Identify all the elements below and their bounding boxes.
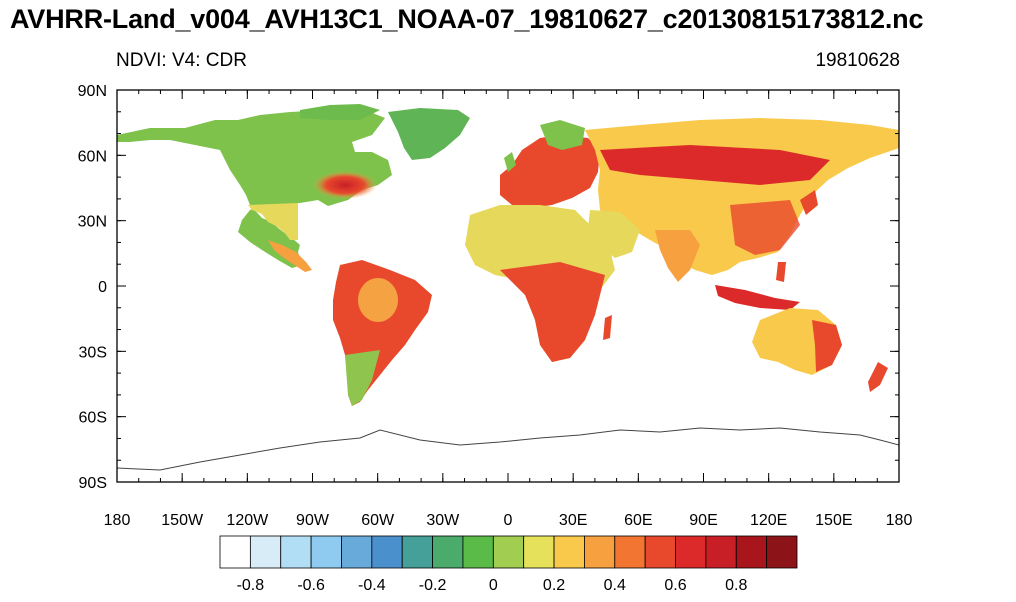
colorbar-box: [584, 535, 616, 569]
lat-label: 60N: [78, 148, 107, 165]
lat-label: 30S: [79, 344, 107, 361]
colorbar-box: [401, 535, 433, 569]
south-america-south-land: [345, 350, 380, 406]
colorbar-box: [675, 535, 707, 569]
lon-label: 120W: [226, 512, 269, 529]
file-title: AVHRR-Land_v004_AVH13C1_NOAA-07_19810627…: [10, 4, 924, 34]
arctic-islands-land: [300, 104, 380, 120]
colorbar-box: [644, 535, 676, 569]
colorbar-box: [705, 535, 737, 569]
scandinavia-land: [540, 120, 585, 150]
colorbar-box: [371, 535, 403, 569]
land-ndvi-layer: [117, 104, 899, 471]
siberia-band: [600, 145, 830, 185]
colorbar-box: [492, 535, 525, 569]
lon-label: 0: [504, 512, 513, 529]
lon-label: 30W: [426, 512, 460, 529]
colorbar-label: 0: [489, 577, 498, 594]
mexico-land: [248, 203, 298, 240]
colorbar-box: [432, 535, 464, 569]
colorbar-box: [249, 535, 282, 569]
east-asia-land: [730, 200, 800, 255]
lon-label: 150E: [815, 512, 852, 529]
india-land: [655, 230, 700, 282]
north-america-land: [117, 108, 392, 268]
uk-land: [504, 152, 516, 172]
colorbar-label: -0.8: [237, 577, 265, 594]
colorbar-label: 0.4: [604, 577, 626, 594]
colorbar: -0.8 -0.6 -0.4 -0.2 0 0.2 0.4 0.6 0.8: [219, 535, 798, 594]
colorbar-box: [341, 535, 373, 569]
colorbar-box: [735, 535, 768, 569]
colorbar-box: [523, 535, 555, 569]
colorbar-box: [280, 535, 312, 569]
axis-ticks: [116, 89, 900, 483]
colorbar-box: [219, 535, 251, 569]
greenland-land: [388, 108, 470, 160]
colorbar-box: [553, 535, 585, 569]
lat-label: 90N: [78, 83, 107, 100]
lon-label: 180: [886, 512, 913, 529]
philippines-land: [776, 262, 786, 282]
new-zealand-land: [868, 362, 888, 392]
africa-south-band: [500, 262, 605, 362]
antarctica-outline: [117, 427, 899, 471]
lon-label: 90E: [689, 512, 717, 529]
lon-label: 90W: [296, 512, 330, 529]
colorbar-label: -0.6: [297, 577, 325, 594]
japan-land: [800, 190, 818, 215]
colorbar-label: 0.2: [543, 577, 565, 594]
lat-label: 60S: [79, 410, 107, 427]
colorbar-label: 0.8: [725, 577, 747, 594]
colorbar-box: [766, 535, 798, 569]
lat-label: 90S: [79, 475, 107, 492]
lon-label: 30E: [559, 512, 587, 529]
lat-label: 30N: [78, 214, 107, 231]
colorbar-label: -0.2: [419, 577, 447, 594]
southeast-asia-islands-land: [715, 285, 800, 310]
lon-label: 150W: [161, 512, 204, 529]
lon-label: 60E: [624, 512, 652, 529]
variable-label: NDVI: V4: CDR: [116, 50, 247, 71]
lon-label: 120E: [750, 512, 787, 529]
lat-label: 0: [98, 279, 107, 296]
colorbar-label: 0.6: [664, 577, 686, 594]
colorbar-box: [310, 535, 342, 569]
australia-east-band: [812, 320, 842, 372]
colorbar-box: [614, 535, 646, 569]
axis-tick-labels: 90N 60N 30N 0 30S 60S 90S 180 150W 120W 90W 60W 30W 0…: [78, 83, 913, 529]
lon-label: 180: [104, 512, 131, 529]
date-label: 19810628: [815, 50, 900, 71]
lon-label: 60W: [361, 512, 395, 529]
colorbar-box: [462, 535, 494, 569]
madagascar-land: [603, 315, 612, 340]
europe-land: [500, 135, 600, 208]
central-america-land: [268, 240, 312, 272]
colorbar-label: -0.4: [358, 577, 386, 594]
